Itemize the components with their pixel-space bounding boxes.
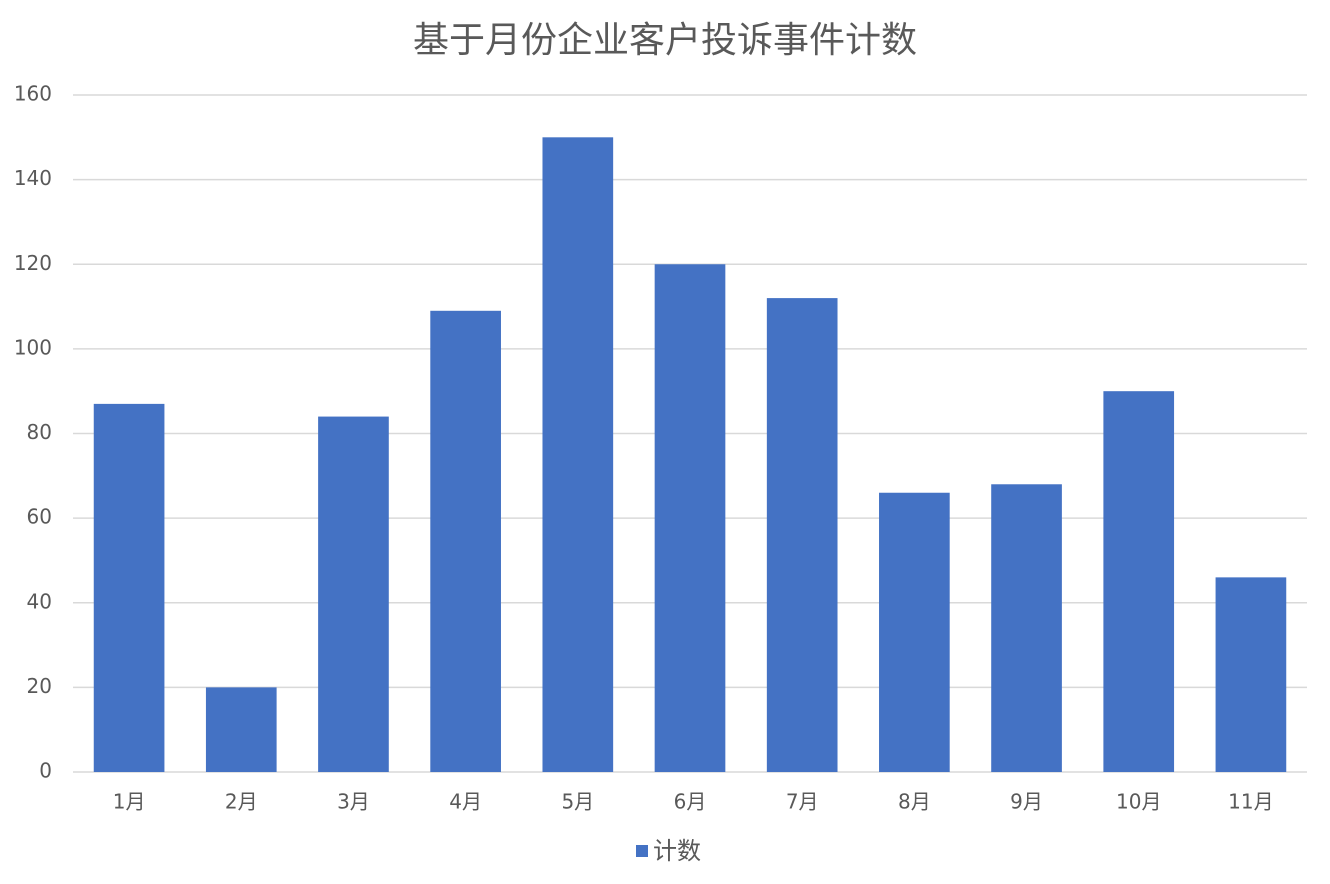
x-tick-label: 4月 (449, 790, 482, 814)
y-tick-label: 160 (14, 82, 52, 106)
bar (430, 310, 501, 772)
x-tick-label: 8月 (898, 790, 931, 814)
bar (766, 298, 838, 772)
x-tick-label: 6月 (674, 790, 707, 814)
y-tick-label: 20 (27, 674, 52, 698)
bar (318, 416, 389, 772)
x-tick-label: 10月 (1116, 790, 1161, 814)
y-tick-label: 0 (39, 759, 52, 783)
y-tick-label: 100 (14, 335, 52, 359)
legend-label: 计数 (653, 837, 701, 865)
bar (93, 403, 165, 772)
y-tick-label: 120 (14, 251, 52, 275)
x-tick-label: 11月 (1228, 790, 1273, 814)
y-tick-label: 140 (14, 166, 52, 190)
bar (1215, 577, 1287, 772)
bar (1103, 391, 1175, 772)
chart-title: 基于月份企业客户投诉事件计数 (413, 20, 917, 61)
x-tick-label: 9月 (1010, 790, 1043, 814)
bar (991, 484, 1062, 772)
bar (654, 264, 726, 772)
x-tick-label: 3月 (337, 790, 370, 814)
bar (542, 137, 614, 772)
y-tick-label: 80 (27, 420, 52, 444)
x-tick-label: 2月 (225, 790, 258, 814)
bar (205, 687, 277, 772)
x-tick-label: 1月 (113, 790, 146, 814)
y-tick-label: 40 (27, 589, 52, 613)
y-tick-label: 60 (27, 505, 52, 529)
x-tick-label: 5月 (561, 790, 594, 814)
bar (879, 492, 950, 772)
legend-swatch (636, 845, 648, 857)
x-tick-label: 7月 (786, 790, 819, 814)
